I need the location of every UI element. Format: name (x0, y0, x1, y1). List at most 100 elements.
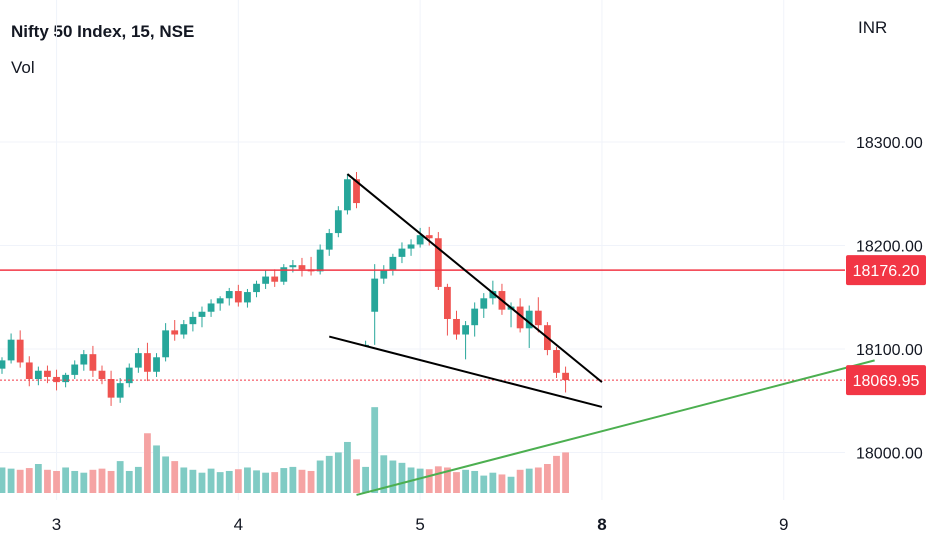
candle-body (444, 286, 451, 319)
price-axis-label: 18000.00 (856, 446, 923, 463)
volume-bar (325, 455, 333, 493)
volume-bar (371, 407, 379, 493)
volume-bar (80, 472, 88, 493)
volume-bar (562, 452, 569, 493)
price-axis-label: 18100.00 (856, 342, 923, 359)
candle-body (325, 233, 333, 250)
volume-bar (434, 466, 442, 493)
volume-bar (516, 469, 524, 493)
volume-bar (498, 474, 506, 493)
candle-body (189, 316, 197, 325)
volume-indicator-label[interactable]: Vol (11, 58, 35, 77)
price-axis-label: 18200.00 (856, 239, 923, 256)
price-tag-box (846, 255, 926, 286)
volume-bar (316, 460, 324, 493)
volume-bar (253, 470, 260, 493)
candle-body (98, 370, 106, 380)
volume-bar (44, 469, 51, 493)
price-tag-label: 18069.95 (853, 373, 920, 390)
volume-bar (16, 469, 24, 493)
volume-bar (344, 441, 351, 493)
volume-bar (553, 455, 560, 493)
volume-bar (525, 468, 533, 493)
volume-bar (225, 470, 233, 493)
candle-body (171, 330, 179, 335)
candle-body (280, 267, 288, 282)
candle-body (53, 376, 60, 383)
volume-bar (7, 468, 15, 493)
candle-body (0, 360, 6, 369)
candle-body (353, 179, 360, 204)
candle-body (434, 238, 442, 287)
volume-bar (34, 464, 42, 493)
volume-bar (244, 467, 251, 493)
candle-body (144, 353, 151, 372)
volume-bar (471, 470, 479, 493)
candle-body (234, 291, 242, 303)
volume-bar (216, 472, 224, 493)
time-axis[interactable]: 3 4 5 8 9 (52, 515, 789, 534)
volume-bar (398, 462, 406, 493)
candle-body (525, 310, 533, 329)
candle-body (62, 374, 70, 383)
candle-body (71, 364, 79, 375)
time-axis-label: 5 (415, 515, 424, 534)
candle-body (416, 235, 424, 245)
volume-bar (71, 470, 79, 493)
volume-bar (489, 472, 497, 493)
time-axis-label: 3 (52, 515, 61, 534)
candle-body (371, 278, 379, 312)
time-axis-label: 8 (597, 515, 606, 534)
candle-body (380, 270, 388, 279)
price-axis-label: 18300.00 (856, 135, 923, 152)
volume-bar (444, 467, 451, 493)
candle-body (207, 303, 215, 312)
candle-body (480, 298, 488, 309)
candle-body (271, 276, 279, 282)
volume-bar (425, 469, 433, 493)
volume-bar (98, 468, 106, 493)
volume-bar (271, 472, 279, 493)
candle-body (25, 362, 33, 380)
candle-body (44, 370, 51, 377)
time-axis-label: 4 (234, 515, 243, 534)
candle-body (16, 339, 24, 363)
candle-body (116, 383, 124, 398)
volume-bar (134, 466, 142, 493)
price-axis[interactable]: 18300.00 18200.00 18100.00 18000.00 (856, 135, 923, 463)
volume-bar (207, 468, 215, 493)
volume-bar (334, 452, 342, 493)
candle-body (471, 308, 479, 326)
price-tag-box (846, 365, 926, 396)
candle-body (516, 306, 524, 329)
volume-bar (171, 461, 179, 493)
volume-bar (0, 467, 6, 493)
volume-bar (198, 472, 206, 493)
candle-body (462, 325, 469, 335)
candle-body (244, 292, 251, 303)
candle-body (89, 354, 97, 371)
price-tags: 18176.20 18069.95 (846, 255, 926, 396)
volume-bar (453, 472, 460, 493)
candle-body (80, 354, 88, 365)
volume-bar (298, 469, 306, 493)
volume-bar (353, 459, 360, 493)
volume-bar (53, 470, 60, 493)
drawn-lines[interactable] (0, 173, 875, 496)
currency-label: INR (858, 18, 888, 37)
candle-body (162, 330, 170, 358)
volume-bar (125, 470, 133, 493)
grid-lines (0, 0, 845, 500)
candle-body (107, 379, 115, 398)
volume-bar (534, 467, 542, 493)
candle-body (180, 324, 188, 335)
volume-bar (389, 460, 397, 493)
candle-body (553, 350, 560, 373)
candle-body (153, 357, 160, 372)
volume-bar (25, 468, 33, 493)
volume-bar (307, 470, 315, 493)
candle-body (253, 283, 260, 293)
volume-bars (0, 407, 569, 493)
candle-body (34, 370, 42, 380)
